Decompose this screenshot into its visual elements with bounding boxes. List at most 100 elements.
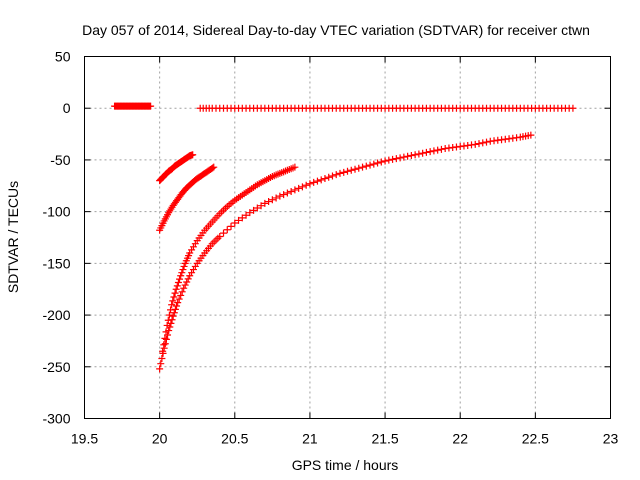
data-point [170, 309, 178, 317]
data-point [161, 340, 169, 348]
data-series [111, 102, 577, 373]
y-tick-label: -300 [42, 411, 70, 427]
tick-labels: 19.5 20 20.5 21 21.5 22 22.5 23 -300 -250 -200 -150… [42, 49, 618, 447]
data-point [359, 163, 367, 171]
x-tick-label: 21 [302, 431, 318, 447]
data-point [437, 145, 445, 153]
data-point [321, 175, 329, 183]
data-point [174, 278, 182, 286]
data-point [479, 139, 487, 147]
data-point [317, 176, 325, 184]
data-point [265, 198, 273, 206]
data-point [434, 146, 442, 154]
data-point [374, 159, 382, 167]
data-point [283, 189, 291, 197]
data-point [176, 275, 184, 283]
data-point [569, 104, 577, 112]
data-point [210, 163, 218, 171]
data-point [268, 196, 276, 204]
data-point [336, 169, 344, 177]
data-point [169, 297, 177, 305]
data-point [184, 275, 192, 283]
y-tick-label: 50 [55, 49, 71, 65]
data-point [366, 161, 374, 169]
data-point [347, 166, 355, 174]
data-point [235, 216, 243, 224]
data-point [389, 155, 397, 163]
data-point [158, 355, 166, 363]
data-point [216, 232, 224, 240]
data-point [175, 295, 183, 303]
data-point [157, 360, 165, 368]
data-point [362, 162, 370, 170]
x-tick-label: 22.5 [522, 431, 549, 447]
data-point [164, 331, 172, 339]
data-point [172, 285, 180, 293]
data-point [183, 278, 191, 286]
data-point [415, 150, 423, 158]
data-point [276, 192, 284, 200]
data-point [295, 184, 303, 192]
data-point [291, 163, 299, 171]
data-point [169, 312, 177, 320]
data-point [168, 301, 176, 309]
x-tick-label: 20 [152, 431, 168, 447]
y-tick-label: -250 [42, 359, 70, 375]
data-point [298, 183, 306, 191]
data-point [168, 316, 176, 324]
data-point [332, 171, 340, 179]
data-point [340, 168, 348, 176]
data-point [171, 305, 179, 313]
data-point [209, 164, 217, 172]
data-point [181, 281, 189, 289]
data-point [223, 226, 231, 234]
data-point [385, 156, 393, 164]
data-point [156, 365, 164, 373]
data-point [246, 209, 254, 217]
x-tick-label: 19.5 [71, 431, 98, 447]
data-point [272, 194, 280, 202]
data-point [257, 202, 265, 210]
data-point [483, 138, 491, 146]
y-tick-label: -50 [50, 152, 70, 168]
data-point [419, 149, 427, 157]
series-arc-1 [156, 151, 197, 185]
data-point [426, 148, 434, 156]
data-point [404, 152, 412, 160]
data-point [180, 262, 188, 270]
data-point [291, 186, 299, 194]
data-point [422, 148, 430, 156]
data-point [313, 177, 321, 185]
data-point [147, 102, 155, 110]
data-point [166, 323, 174, 331]
series-arc-3 [159, 163, 299, 355]
data-point [174, 299, 182, 307]
data-point [173, 302, 181, 310]
data-point [396, 154, 404, 162]
series-zero-late [196, 104, 577, 112]
x-tick-label: 22 [452, 431, 468, 447]
data-point [177, 272, 185, 280]
data-point [344, 167, 351, 175]
x-tick-label: 21.5 [371, 431, 398, 447]
data-point [328, 172, 336, 180]
x-tick-label: 20.5 [221, 431, 248, 447]
data-point [242, 211, 250, 219]
data-point [392, 155, 400, 163]
y-tick-label: -150 [42, 255, 70, 271]
data-point [302, 181, 310, 189]
series-arc-2 [156, 163, 218, 234]
data-point [189, 151, 197, 159]
data-point [377, 158, 385, 166]
data-point [165, 327, 173, 335]
data-point [355, 164, 363, 172]
series-zero-early [111, 102, 155, 110]
x-axis-label: GPS time / hours [292, 457, 399, 473]
data-point [238, 214, 246, 222]
y-tick-label: -100 [42, 204, 70, 220]
data-point [325, 173, 333, 181]
data-point [227, 222, 235, 230]
x-tick-label: 23 [603, 431, 619, 447]
data-point [411, 151, 419, 159]
